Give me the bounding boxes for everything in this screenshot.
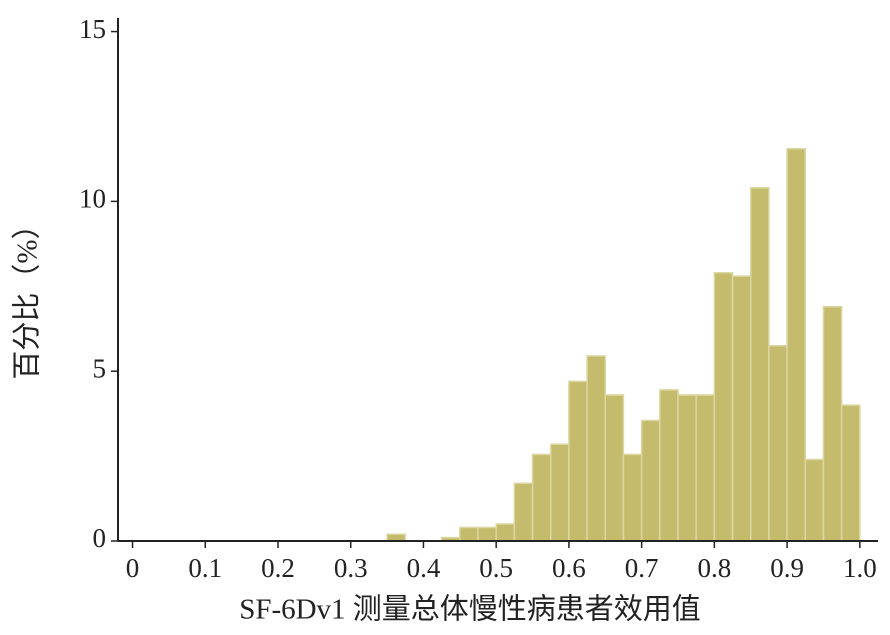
x-tick-label: 0.3 (334, 553, 368, 583)
bar (786, 148, 807, 542)
bar (568, 380, 588, 542)
bar (604, 394, 625, 542)
x-tick-label: 0.1 (188, 553, 222, 583)
bar (622, 453, 643, 542)
bar (659, 389, 679, 542)
x-axis-label: SF-6Dv1 测量总体慢性病患者效用值 (239, 593, 701, 626)
x-tick-label: 0.4 (407, 553, 441, 583)
y-tick-label: 15 (79, 14, 106, 44)
bar (386, 533, 407, 542)
y-tick-label: 5 (93, 353, 107, 383)
x-tick-label: 0.6 (552, 553, 586, 583)
bar (713, 271, 734, 542)
x-tick-label: 0 (126, 553, 140, 583)
bar (640, 419, 661, 542)
y-tick-label: 10 (79, 184, 106, 214)
bar (822, 305, 843, 542)
x-tick-label: 0.8 (697, 553, 731, 583)
bar (749, 187, 770, 542)
x-tick-label: 0.9 (770, 553, 804, 583)
bar (477, 526, 497, 542)
x-tick-label: 0.7 (625, 553, 659, 583)
bar (731, 275, 752, 542)
y-tick-label: 0 (93, 523, 107, 553)
bar (495, 523, 516, 542)
bar (459, 526, 479, 542)
y-axis-label: 百分比（%） (11, 210, 44, 379)
bar (840, 404, 861, 542)
bar (513, 482, 534, 542)
x-tick-label: 0.2 (261, 553, 295, 583)
x-tick-label: 0.5 (479, 553, 513, 583)
bar (695, 394, 716, 542)
bar (804, 458, 825, 542)
bar (768, 344, 788, 542)
bar (531, 453, 552, 542)
bar (549, 443, 570, 542)
x-tick-label: 1.0 (843, 553, 877, 583)
bar (586, 355, 607, 542)
bar (677, 394, 697, 542)
